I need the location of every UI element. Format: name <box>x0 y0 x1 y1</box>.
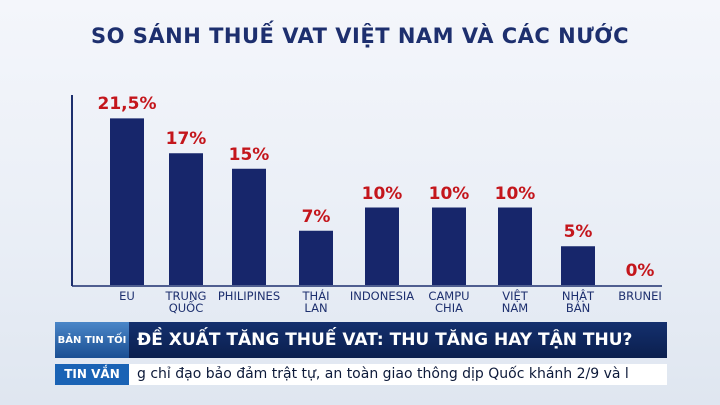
x-tick-label: INDONESIA <box>349 289 415 303</box>
bar <box>561 246 595 285</box>
banner: BẢN TIN TỐI ĐỀ XUẤT TĂNG THUẾ VAT: THU T… <box>55 322 667 358</box>
value-label: 5% <box>563 222 593 243</box>
bar <box>365 207 399 285</box>
bar <box>498 207 532 285</box>
x-tick-label: VIỆT NAM <box>501 289 529 315</box>
ticker-text: g chỉ đạo bảo đảm trật tự, an toàn giao … <box>137 366 629 382</box>
value-label: 10% <box>428 183 470 204</box>
value-label: 10% <box>361 183 403 204</box>
value-label: 21,5% <box>97 94 157 115</box>
bar <box>110 118 144 285</box>
value-label: 15% <box>228 144 270 165</box>
headline: ĐỀ XUẤT TĂNG THUẾ VAT: THU TĂNG HAY TẬN … <box>137 330 633 350</box>
x-tick-label: EU <box>119 289 135 303</box>
x-tick-label: NHẬT BẢN <box>561 289 595 315</box>
value-label: 7% <box>301 206 331 227</box>
chart-title: SO SÁNH THUẾ VAT VIỆT NAM VÀ CÁC NƯỚC <box>90 24 630 48</box>
bar <box>432 207 466 285</box>
bar <box>169 153 203 285</box>
ticker: TIN VẮN g chỉ đạo bảo đảm trật tự, an to… <box>55 364 667 385</box>
bar <box>299 230 333 285</box>
value-label: 10% <box>494 183 536 204</box>
x-tick-label: PHILIPINES <box>217 289 281 303</box>
ticker-label: TIN VẮN <box>55 364 129 385</box>
chart <box>71 95 662 287</box>
x-tick-label: CAMPU CHIA <box>428 289 470 315</box>
x-tick-label: THÁI LAN <box>302 289 330 315</box>
value-label: 0% <box>625 261 655 281</box>
value-label: 17% <box>165 129 207 150</box>
x-tick-label: TRUNG QUỐC <box>165 289 207 315</box>
logo: BẢN TIN TỐI <box>55 322 129 358</box>
x-tick-label: BRUNEI <box>618 289 662 303</box>
bar <box>232 168 266 285</box>
